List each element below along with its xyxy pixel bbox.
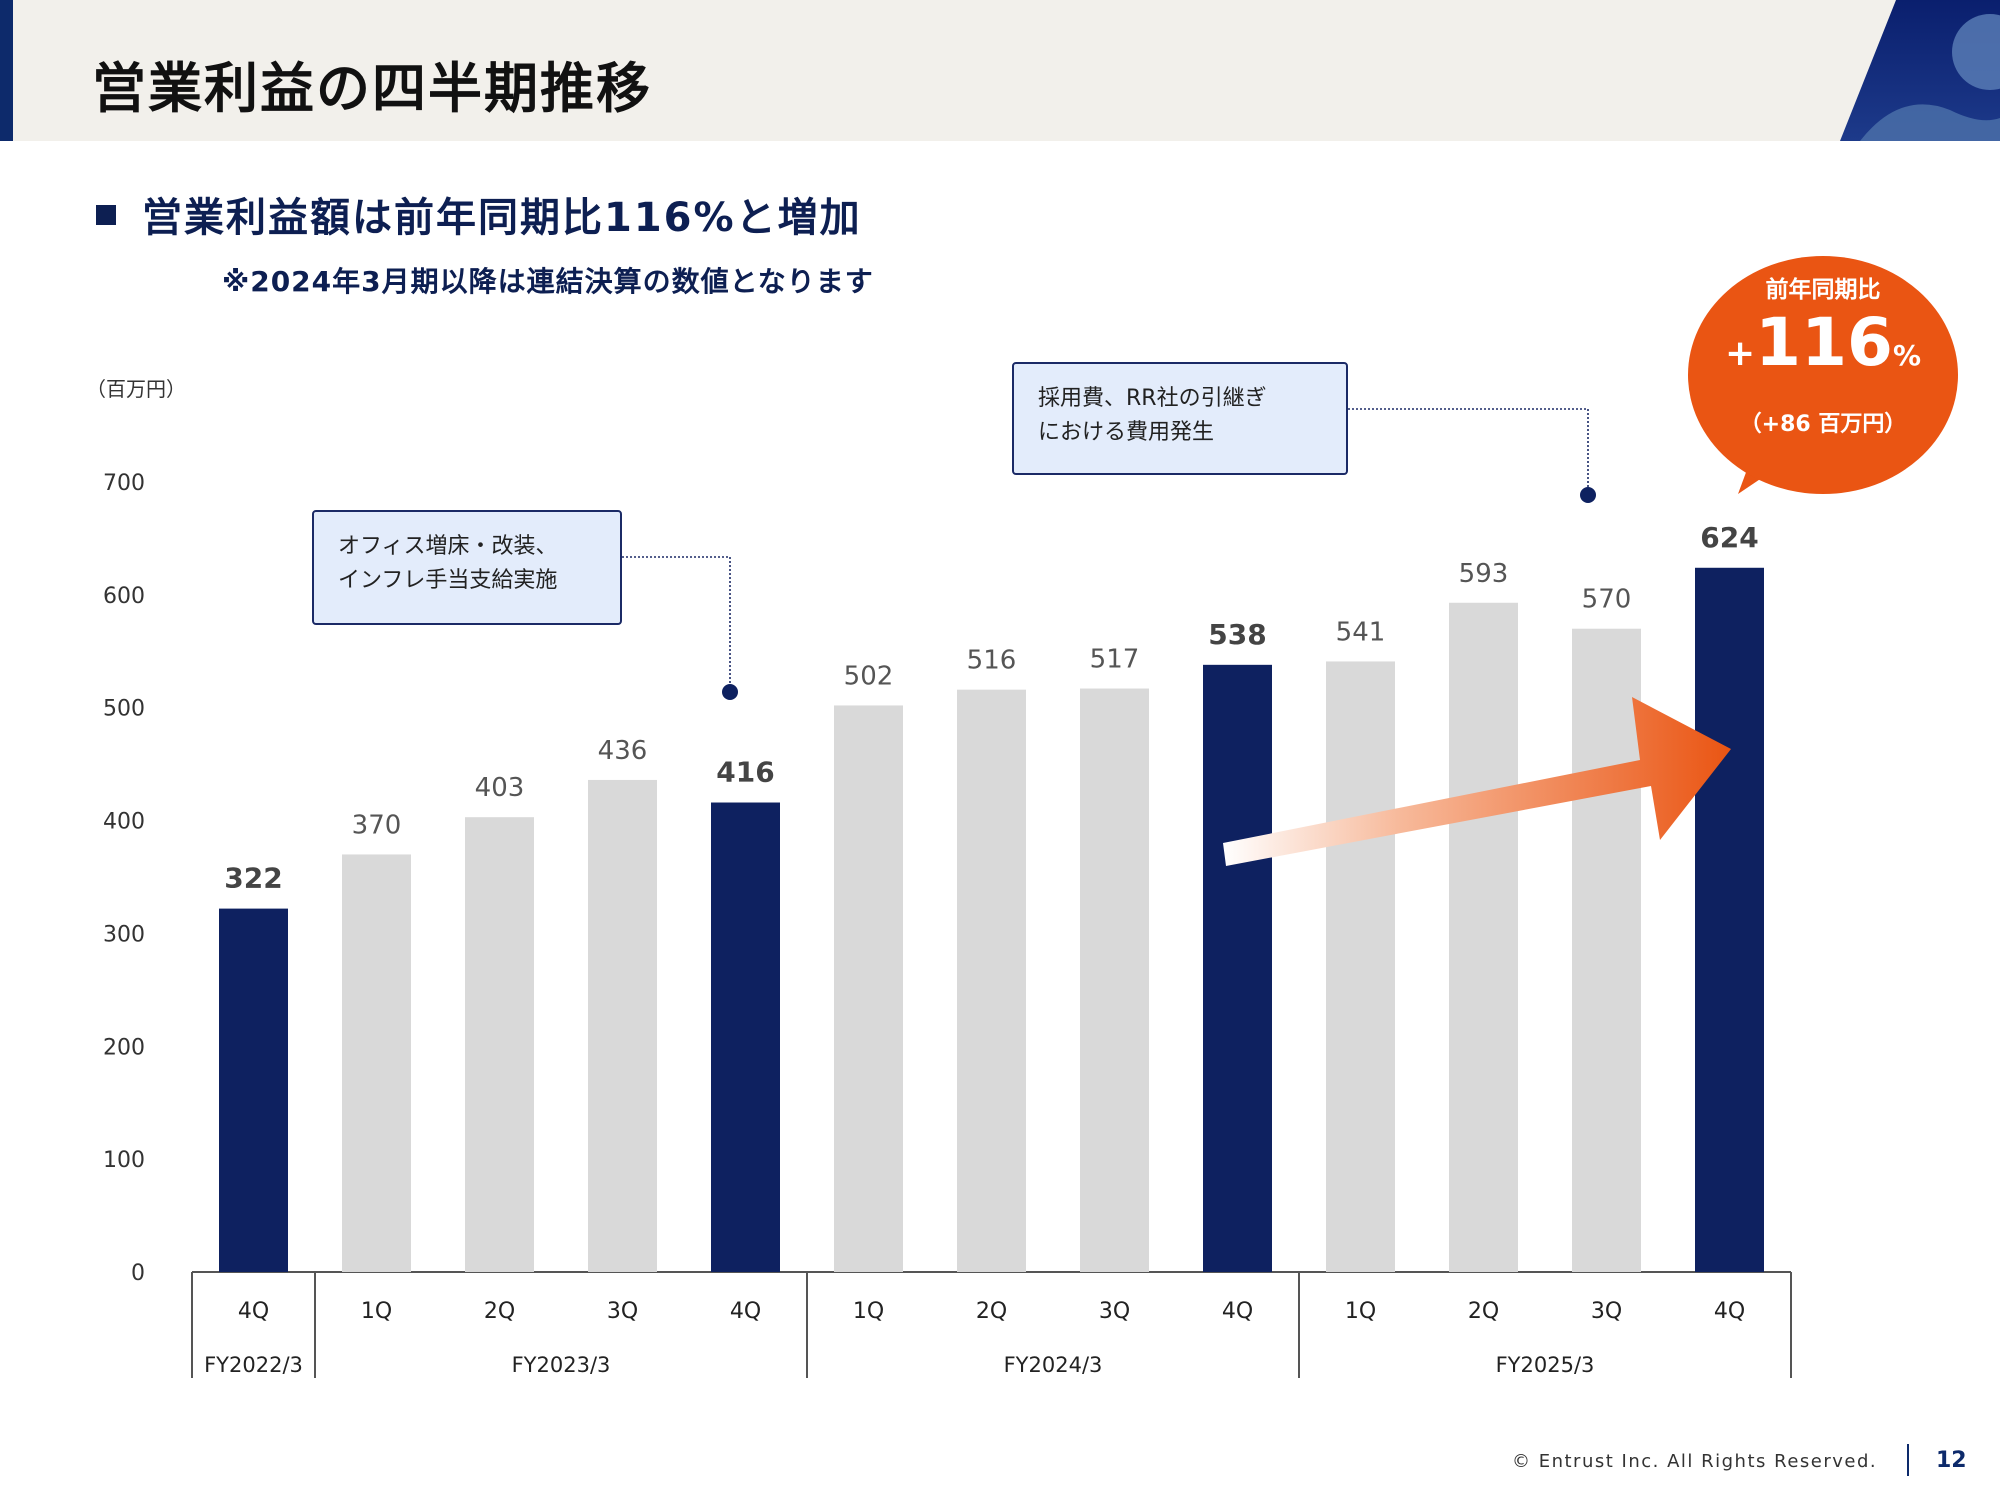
bar-value-label: 416 <box>716 756 774 789</box>
x-category-label: 3Q <box>1099 1299 1130 1324</box>
x-category-label: 4Q <box>1714 1299 1745 1324</box>
callout-line: における費用発生 <box>1038 420 1215 445</box>
x-category-label: 4Q <box>1222 1299 1253 1324</box>
x-category-label: 2Q <box>976 1299 1007 1324</box>
bar <box>711 802 780 1272</box>
callout-office-expansion: オフィス増床・改装、 インフレ手当支給実施 <box>312 510 622 625</box>
badge-subtext: （+86 百万円） <box>1739 412 1907 437</box>
bar <box>588 779 657 1272</box>
y-tick-label: 100 <box>103 1148 145 1173</box>
bar-value-label: 538 <box>1208 618 1266 651</box>
bar-value-label: 570 <box>1582 585 1632 615</box>
x-group-label: FY2025/3 <box>1496 1353 1595 1377</box>
x-category-label: 4Q <box>730 1299 761 1324</box>
badge-sign: + <box>1724 333 1756 374</box>
y-tick-label: 600 <box>103 584 145 609</box>
bar-value-label: 517 <box>1090 645 1140 675</box>
badge-value: +116% <box>1688 304 1958 381</box>
badge-number: 116 <box>1755 304 1893 381</box>
callout-line: インフレ手当支給実施 <box>338 568 558 593</box>
y-tick-label: 400 <box>103 810 145 835</box>
y-axis-unit-label: （百万円） <box>86 377 186 401</box>
y-tick-label: 300 <box>103 922 145 947</box>
badge-unit: % <box>1892 339 1921 372</box>
badge-label: 前年同期比 <box>1765 277 1881 303</box>
callout-anchor-dot <box>722 684 738 700</box>
bar <box>1449 602 1518 1272</box>
y-tick-label: 700 <box>103 471 145 496</box>
callout-line: 採用費、RR社の引継ぎ <box>1038 386 1267 411</box>
bar <box>465 817 534 1272</box>
header-accent-stripe <box>0 0 13 141</box>
bar-value-label: 593 <box>1459 559 1509 589</box>
footer-divider <box>1907 1444 1909 1476</box>
x-category-label: 1Q <box>361 1299 392 1324</box>
bar-value-label: 624 <box>1700 521 1758 554</box>
bar-value-label: 370 <box>352 810 402 840</box>
callout-recruiting-cost: 採用費、RR社の引継ぎ における費用発生 <box>1012 362 1348 475</box>
headline: 営業利益額は前年同期比116%と増加 <box>96 185 862 243</box>
bar-value-label: 322 <box>224 862 282 895</box>
x-category-label: 1Q <box>1345 1299 1376 1324</box>
growth-arrow-icon <box>1223 697 1731 866</box>
bar-value-label: 516 <box>967 646 1017 676</box>
x-category-label: 3Q <box>1591 1299 1622 1324</box>
callout-anchor-dot <box>1580 487 1596 503</box>
bar <box>1326 661 1395 1272</box>
bar-value-label: 403 <box>475 773 525 803</box>
bar-value-label: 502 <box>844 661 894 691</box>
bar-value-label: 541 <box>1336 617 1386 647</box>
callout-line: オフィス増床・改装、 <box>338 534 558 559</box>
x-category-label: 4Q <box>238 1299 269 1324</box>
headline-text: 営業利益額は前年同期比116%と増加 <box>142 195 862 241</box>
copyright-footer: © Entrust Inc. All Rights Reserved. <box>1512 1451 1878 1472</box>
x-category-label: 2Q <box>484 1299 515 1324</box>
x-category-label: 1Q <box>853 1299 884 1324</box>
bar <box>1572 628 1641 1272</box>
x-category-label: 3Q <box>607 1299 638 1324</box>
callout-leader-line <box>622 556 731 692</box>
header-bar: 営業利益の四半期推移 <box>0 0 2000 141</box>
bullet-square-icon <box>96 205 116 225</box>
x-group-label: FY2023/3 <box>512 1353 611 1377</box>
bar-value-label: 436 <box>598 736 648 766</box>
bar <box>957 689 1026 1272</box>
x-category-label: 2Q <box>1468 1299 1499 1324</box>
y-tick-label: 500 <box>103 697 145 722</box>
y-tick-label: 200 <box>103 1035 145 1060</box>
yoy-growth-badge: 前年同期比 +116% （+86 百万円） <box>1688 256 1958 494</box>
x-group-label: FY2022/3 <box>204 1353 303 1377</box>
y-tick-label: 0 <box>131 1261 145 1286</box>
corner-decoration <box>1840 0 2000 141</box>
page-number: 12 <box>1936 1448 1967 1473</box>
bar <box>834 705 903 1272</box>
bar <box>1080 688 1149 1272</box>
callout-leader-line <box>1348 408 1589 495</box>
bar <box>1203 664 1272 1272</box>
bar <box>342 854 411 1272</box>
bar <box>1695 567 1764 1272</box>
consolidation-note: ※2024年3月期以降は連結決算の数値となります <box>222 265 874 298</box>
x-group-label: FY2024/3 <box>1004 1353 1103 1377</box>
bar <box>219 908 288 1272</box>
page-title: 営業利益の四半期推移 <box>92 57 652 120</box>
